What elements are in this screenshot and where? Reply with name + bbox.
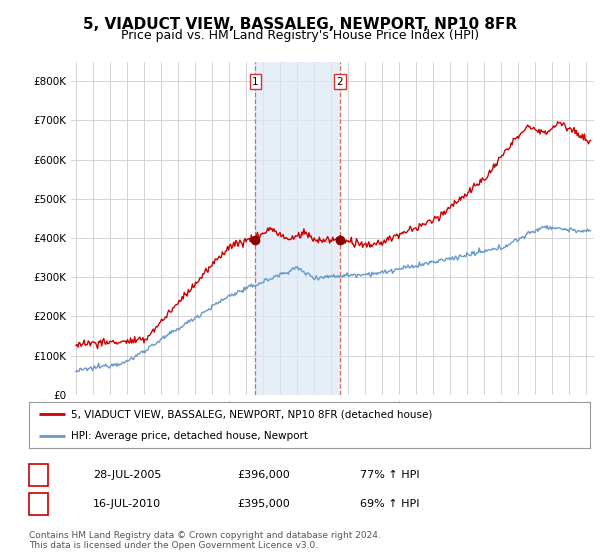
Text: 28-JUL-2005: 28-JUL-2005 [93, 470, 161, 480]
Text: £396,000: £396,000 [237, 470, 290, 480]
Text: 2: 2 [35, 499, 42, 509]
Text: Contains HM Land Registry data © Crown copyright and database right 2024.
This d: Contains HM Land Registry data © Crown c… [29, 531, 380, 550]
Text: HPI: Average price, detached house, Newport: HPI: Average price, detached house, Newp… [71, 431, 308, 441]
Text: 69% ↑ HPI: 69% ↑ HPI [360, 499, 419, 509]
Text: 1: 1 [252, 77, 259, 87]
Text: £395,000: £395,000 [237, 499, 290, 509]
Text: 1: 1 [35, 470, 42, 480]
Bar [256, 62, 340, 395]
Text: 16-JUL-2010: 16-JUL-2010 [93, 499, 161, 509]
Text: 2: 2 [337, 77, 343, 87]
Text: 5, VIADUCT VIEW, BASSALEG, NEWPORT, NP10 8FR: 5, VIADUCT VIEW, BASSALEG, NEWPORT, NP10… [83, 17, 517, 32]
Text: Price paid vs. HM Land Registry's House Price Index (HPI): Price paid vs. HM Land Registry's House … [121, 29, 479, 42]
Text: 77% ↑ HPI: 77% ↑ HPI [360, 470, 419, 480]
Text: 5, VIADUCT VIEW, BASSALEG, NEWPORT, NP10 8FR (detached house): 5, VIADUCT VIEW, BASSALEG, NEWPORT, NP10… [71, 409, 432, 419]
